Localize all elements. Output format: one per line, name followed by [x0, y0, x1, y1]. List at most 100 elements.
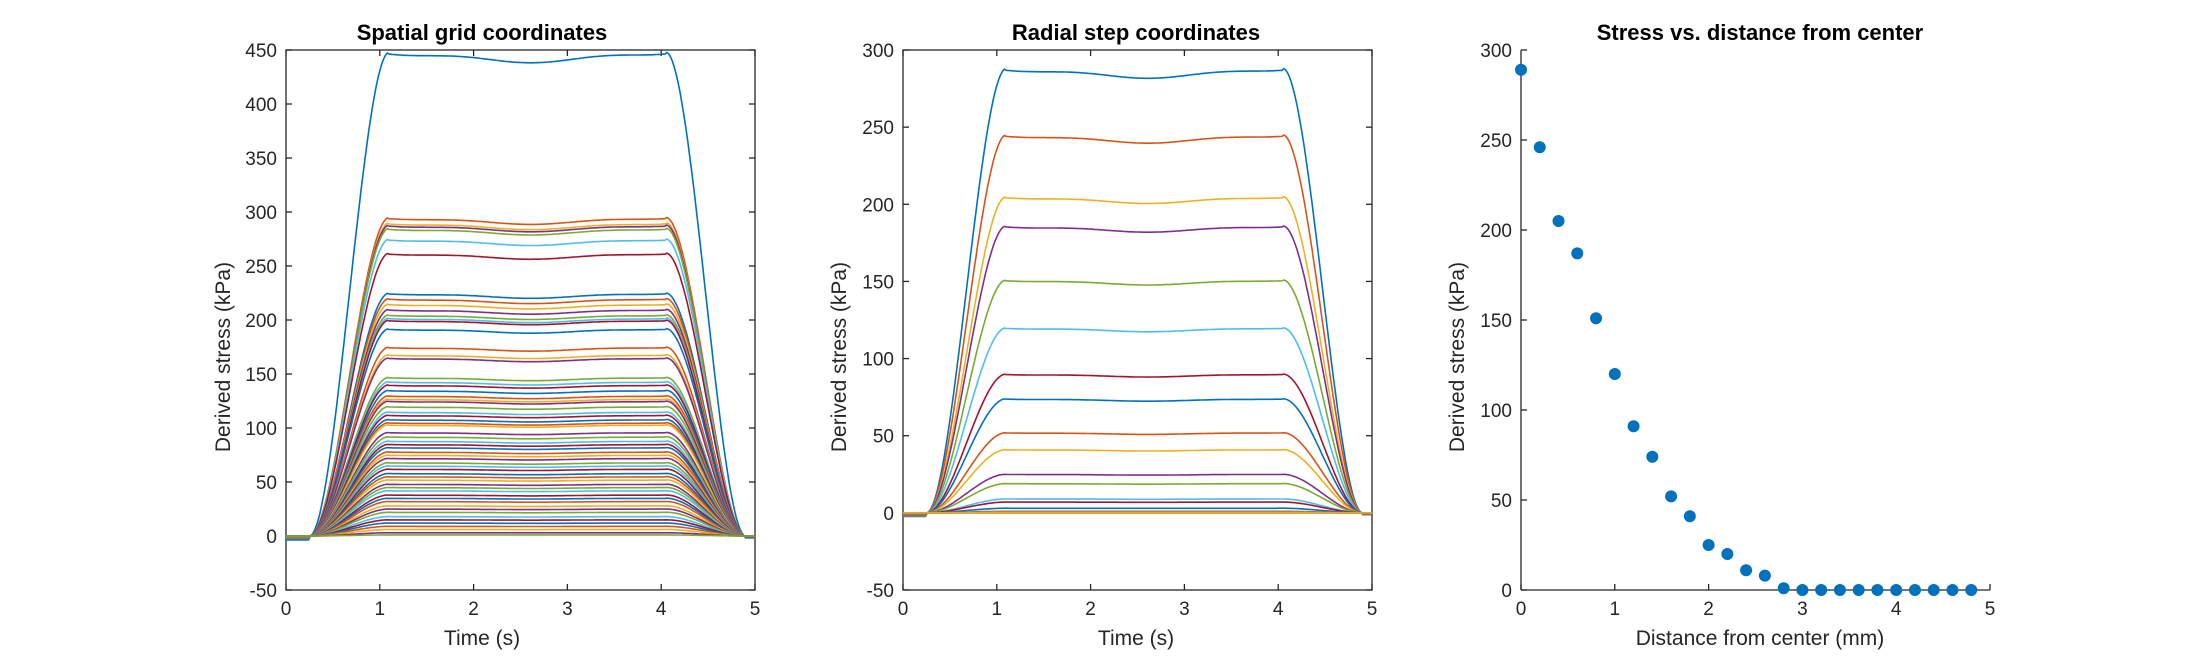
x-axis-label: Distance from center (mm) — [1636, 627, 1885, 650]
series-line — [286, 518, 755, 537]
y-tick-label: 200 — [245, 311, 277, 332]
series-line — [286, 464, 755, 538]
x-axis-label: Time (s) — [1098, 627, 1174, 650]
y-tick-label: 300 — [245, 203, 277, 224]
series-line — [286, 489, 755, 538]
data-point — [1908, 584, 1921, 596]
data-point — [1608, 368, 1621, 380]
y-tick-label: -50 — [867, 581, 894, 602]
y-tick-label: 400 — [245, 95, 277, 116]
series-line — [286, 400, 755, 538]
series-line — [903, 482, 1372, 514]
series-line — [903, 448, 1372, 515]
series-line — [286, 346, 755, 539]
y-tick-label: 50 — [256, 473, 277, 494]
y-tick-label: 150 — [1480, 311, 1512, 332]
series-line — [286, 479, 755, 538]
series-line — [286, 483, 755, 538]
series-line — [286, 421, 755, 538]
series-line — [286, 522, 755, 537]
series-line — [286, 51, 755, 541]
series-line — [286, 380, 755, 538]
y-tick-label: 450 — [245, 41, 277, 62]
series-line — [286, 327, 755, 539]
axes-frame — [902, 49, 1373, 591]
series-line — [286, 500, 755, 538]
series-line — [286, 532, 755, 537]
x-tick-label: 4 — [1891, 599, 1902, 620]
x-tick-label: 0 — [898, 599, 909, 620]
x-tick-label: 1 — [1610, 599, 1621, 620]
data-point — [1833, 584, 1846, 596]
series-line — [903, 67, 1372, 518]
data-point — [1777, 582, 1790, 595]
series-line — [903, 195, 1372, 517]
y-tick-label: -50 — [250, 581, 277, 602]
series-line — [286, 525, 755, 537]
x-tick-label: 5 — [1985, 599, 1996, 620]
data-point — [1946, 584, 1959, 596]
series-line — [903, 473, 1372, 514]
y-tick-label: 200 — [1480, 221, 1512, 242]
series-line — [286, 440, 755, 538]
series-line — [286, 443, 755, 538]
y-tick-label: 300 — [862, 41, 894, 62]
y-tick-label: 200 — [862, 195, 894, 216]
data-point — [1665, 490, 1678, 503]
series-line — [286, 357, 755, 539]
series-line — [903, 373, 1372, 515]
chart-title: Radial step coordinates — [1012, 20, 1260, 45]
y-tick-label: 50 — [1491, 491, 1512, 512]
series-line — [286, 423, 755, 538]
data-point — [1702, 539, 1715, 551]
series-line — [286, 446, 755, 538]
series-line — [903, 397, 1372, 515]
y-tick-label: 150 — [245, 365, 277, 386]
series-line — [286, 418, 755, 538]
data-point — [1590, 312, 1603, 325]
series-line — [286, 534, 755, 537]
data-point — [1552, 215, 1565, 227]
chart-title: Spatial grid coordinates — [357, 20, 608, 45]
panel-stress-vs-distance: Stress vs. distance from center Distance… — [1446, 20, 1995, 650]
data-point — [1533, 141, 1546, 154]
x-tick-label: 3 — [1797, 599, 1808, 620]
series-line — [286, 252, 755, 540]
series-line — [286, 468, 755, 538]
x-tick-label: 1 — [992, 599, 1003, 620]
x-tick-label: 1 — [375, 599, 386, 620]
y-tick-label: 250 — [862, 118, 894, 139]
y-tick-label: 0 — [883, 504, 894, 525]
x-tick-label: 5 — [750, 599, 761, 620]
series-line — [286, 494, 755, 538]
series-line — [286, 292, 755, 539]
series-line — [286, 308, 755, 539]
x-tick-label: 2 — [468, 599, 479, 620]
series-line — [286, 511, 755, 537]
y-tick-label: 300 — [1480, 41, 1512, 62]
series-line — [903, 431, 1372, 515]
series-line — [286, 528, 755, 537]
series-line — [286, 353, 755, 539]
x-tick-label: 4 — [1273, 599, 1284, 620]
series-line — [286, 303, 755, 539]
data-point — [1965, 584, 1978, 596]
series-line — [903, 279, 1372, 516]
series-line — [286, 376, 755, 539]
y-tick-label: 350 — [245, 149, 277, 170]
data-point — [1683, 510, 1696, 523]
x-tick-label: 0 — [281, 599, 292, 620]
series-line — [286, 297, 755, 539]
y-tick-label: 100 — [1480, 401, 1512, 422]
series-line — [903, 326, 1372, 516]
series-line — [286, 238, 755, 540]
series-line — [903, 134, 1372, 517]
panel-spatial-grid: Spatial grid coordinates Time (s) Derive… — [212, 20, 760, 650]
data-point — [1852, 584, 1865, 596]
data-point — [1646, 450, 1659, 463]
series-line — [286, 508, 755, 537]
data-point — [1815, 584, 1828, 596]
y-tick-label: 50 — [873, 427, 894, 448]
series-line — [286, 435, 755, 538]
series-line — [286, 431, 755, 538]
